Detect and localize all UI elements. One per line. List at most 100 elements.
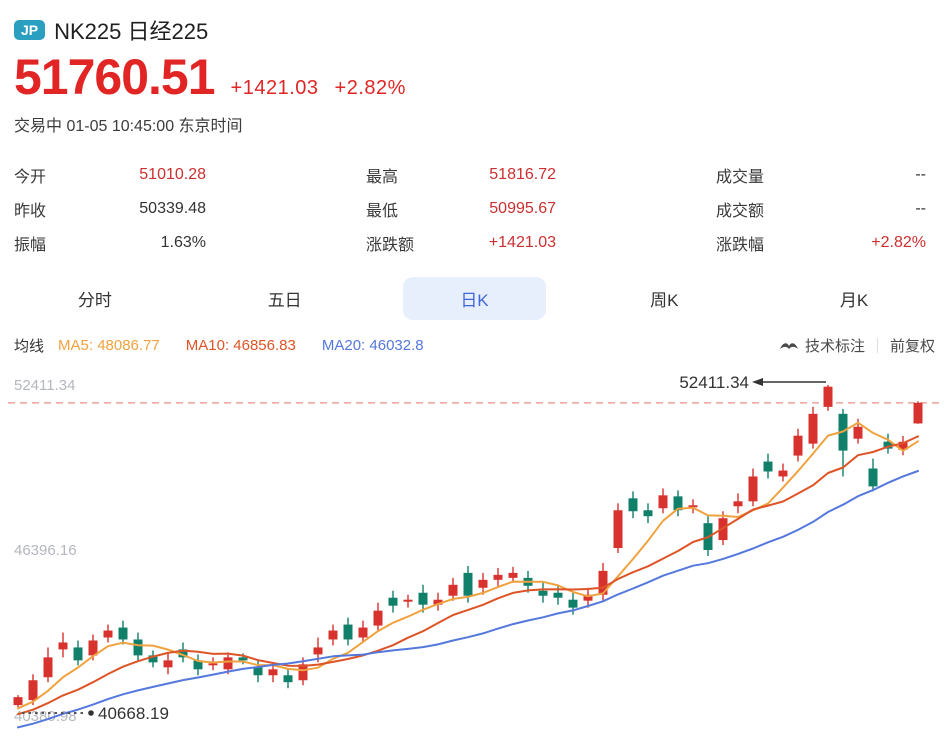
candle-body <box>448 584 458 596</box>
quote-row-turnover: 成交额 -- <box>716 192 926 226</box>
ma5-value: MA5: 48086.77 <box>58 336 160 354</box>
quote-column: 最高 51816.72 最低 50995.67 涨跌额 +1421.03 <box>366 158 556 260</box>
candle-body <box>58 642 68 650</box>
ma10-line <box>17 435 919 716</box>
candle-body <box>193 660 203 670</box>
ma5-line <box>17 421 919 710</box>
candle-body <box>613 510 623 549</box>
candle-body <box>493 574 503 580</box>
candle-body <box>808 413 818 444</box>
candle-body <box>748 476 758 502</box>
quote-value-low: 50995.67 <box>489 200 556 217</box>
price-change: +1421.03 <box>230 77 319 99</box>
candle-body <box>238 657 248 661</box>
technical-annotation-button[interactable]: 技术标注 <box>779 335 865 356</box>
ma10-value: MA10: 46856.83 <box>185 336 296 354</box>
tab-label-5day: 五日 <box>267 290 302 310</box>
candle-body <box>508 572 518 578</box>
quote-label-change-percent: 涨跌幅 <box>716 237 765 254</box>
candle-body <box>568 599 578 608</box>
quote-label-high: 最高 <box>366 169 399 186</box>
ma20-line <box>17 470 919 729</box>
divider <box>876 337 878 353</box>
axis-tick-label: 46396.16 <box>14 542 77 559</box>
tab-minute[interactable]: 分时 <box>0 276 190 320</box>
chart-area[interactable]: 52411.34 46396.16 40380.98 52411.34 40668.19 <box>0 366 949 745</box>
tab-monthly-k[interactable]: 月K <box>759 276 949 320</box>
ma20-value: MA20: 46032.8 <box>321 336 424 354</box>
candle-body <box>853 426 863 439</box>
quote-row-change-amount: 涨跌额 +1421.03 <box>366 226 556 260</box>
ma-label: 均线 <box>14 337 45 355</box>
candle-body <box>88 640 98 656</box>
candle-body <box>133 639 143 656</box>
candle-body <box>223 657 233 670</box>
candle-body <box>13 697 23 706</box>
candle-body <box>553 592 563 598</box>
candle-body <box>673 496 683 511</box>
candle-body <box>778 470 788 477</box>
quote-value-prev-close: 50339.48 <box>139 200 206 217</box>
tab-label-daily-k: 日K <box>403 276 546 320</box>
period-tabs: 分时 五日 日K 周K 月K <box>0 276 949 320</box>
candle-body <box>268 669 278 676</box>
tab-daily-k[interactable]: 日K <box>380 276 570 320</box>
current-price: 51760.51 <box>14 49 216 105</box>
candle-body <box>253 667 263 676</box>
candle-body <box>628 498 638 512</box>
candle-body <box>478 579 488 588</box>
candle-body <box>283 675 293 683</box>
candle-body <box>913 402 923 424</box>
candle-body <box>463 572 473 596</box>
quote-row-high: 最高 51816.72 <box>366 158 556 192</box>
candle-body <box>388 597 398 606</box>
quote-row-open: 今开 51010.28 <box>14 158 206 192</box>
kline-chart: 52411.34 46396.16 40380.98 52411.34 40668.19 <box>8 373 941 729</box>
price-change-percent: +2.82% <box>334 77 406 99</box>
candle-body <box>793 435 803 456</box>
axis-tick-label: 40380.98 <box>14 708 77 725</box>
market-badge: JP <box>14 20 46 40</box>
page-title: NK225 日经225 <box>54 19 209 44</box>
quote-row-change-percent: 涨跌幅 +2.82% <box>716 226 926 260</box>
candle-body <box>328 630 338 640</box>
ma-legend-bar: 均线 MA5: 48086.77 MA10: 46856.83 MA20: 46… <box>0 332 949 358</box>
tab-label-minute: 分时 <box>77 290 112 310</box>
candle-body <box>148 655 158 663</box>
quote-value-volume: -- <box>915 166 926 183</box>
technical-annotation-label: 技术标注 <box>804 337 865 355</box>
quote-row-volume: 成交量 -- <box>716 158 926 192</box>
quote-column: 成交量 -- 成交额 -- 涨跌幅 +2.82% <box>716 158 926 260</box>
quote-value-change-amount: +1421.03 <box>488 234 556 251</box>
candle-body <box>733 501 743 507</box>
quote-column: 今开 51010.28 昨收 50339.48 振幅 1.63% <box>14 158 206 260</box>
low-annotation-label: 40668.19 <box>98 704 169 723</box>
candle-body <box>358 627 368 638</box>
quote-row-prev-close: 昨收 50339.48 <box>14 192 206 226</box>
quote-value-change-percent: +2.82% <box>871 234 926 251</box>
candle-body <box>883 441 893 449</box>
forward-adjust-button[interactable]: 前复权 <box>890 335 935 356</box>
quote-label-low: 最低 <box>366 203 399 220</box>
candle-body <box>598 570 608 595</box>
candle-body <box>208 663 218 666</box>
candle-body <box>163 660 173 668</box>
tab-label-monthly-k: 月K <box>839 290 869 310</box>
trading-status: 交易中 01-05 10:45:00 东京时间 <box>14 118 243 135</box>
quote-label-open: 今开 <box>14 169 47 186</box>
quote-value-open: 51010.28 <box>139 166 206 183</box>
candle-body <box>178 649 188 658</box>
low-marker-dot <box>88 710 94 716</box>
tab-5day[interactable]: 五日 <box>190 276 380 320</box>
gull-annotation-icon <box>779 343 798 349</box>
candle-body <box>343 624 353 640</box>
quote-label-turnover: 成交额 <box>716 203 765 220</box>
candle-body <box>313 647 323 655</box>
candle-body <box>643 510 653 517</box>
candle-body <box>658 495 668 509</box>
quote-grid: 今开 51010.28 昨收 50339.48 振幅 1.63% 最高 51816.72 最低 5… <box>14 158 935 260</box>
quote-label-volume: 成交量 <box>716 169 765 186</box>
candle-body <box>373 610 383 626</box>
tab-weekly-k[interactable]: 周K <box>569 276 759 320</box>
